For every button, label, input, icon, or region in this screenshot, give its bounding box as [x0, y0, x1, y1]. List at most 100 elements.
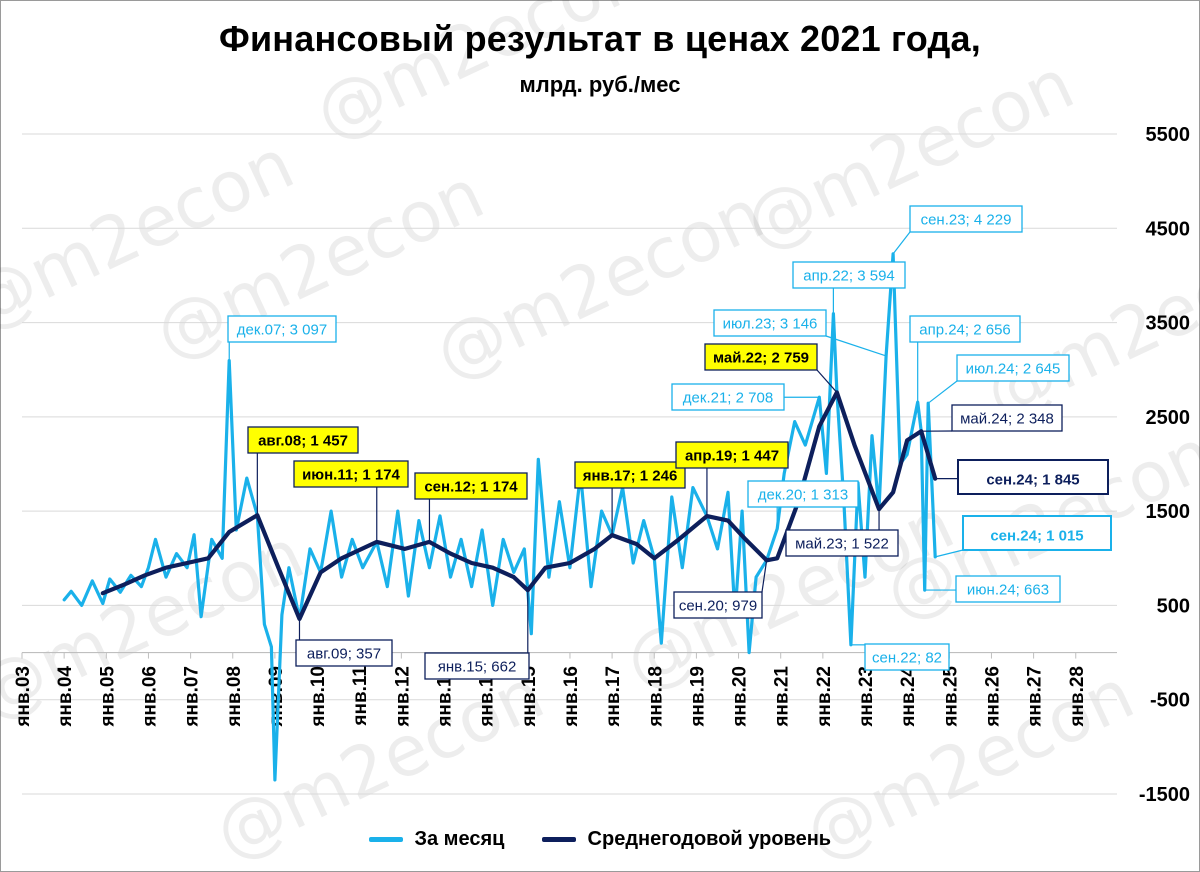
legend-label-average: Среднегодовой уровень [587, 828, 832, 851]
annotation-box [747, 480, 859, 508]
annotation-label: янв.15; 662 [438, 658, 517, 675]
x-tick-label: янв.24 [898, 666, 919, 728]
chart-title: Финансовый результат в ценах 2021 года, [219, 18, 981, 59]
annotation-box [864, 643, 950, 671]
annotation-box [955, 575, 1061, 603]
annotation-box [293, 460, 409, 488]
x-tick-label: янв.13 [435, 666, 456, 728]
annotation-leader [892, 231, 911, 255]
x-tick-label: янв.19 [687, 666, 708, 728]
annotation-box [414, 472, 528, 500]
x-tick-label: янв.12 [392, 666, 413, 728]
x-tick-label: янв.21 [772, 666, 793, 728]
annotation-box [909, 315, 1021, 343]
annotation-label: май.23; 1 522 [795, 535, 889, 552]
annotation-box [704, 343, 818, 371]
x-tick-label: янв.06 [139, 666, 160, 728]
legend: За месяц Среднегодовой уровень [0, 828, 1200, 851]
watermark-text: @m2econ [733, 43, 1086, 266]
annotation-leader [927, 380, 958, 404]
x-tick-label: янв.14 [477, 666, 498, 728]
annotation-label: июл.24; 2 645 [966, 360, 1061, 377]
chart-subtitle: млрд. руб./мес [519, 72, 681, 97]
annotation-box [957, 459, 1109, 495]
x-tick-label: янв.04 [55, 666, 76, 728]
annotation-box [424, 652, 530, 680]
annotation-label: апр.22; 3 594 [803, 267, 895, 284]
x-tick-label: янв.28 [1067, 666, 1088, 728]
annotation-label: сен.22; 82 [872, 649, 942, 666]
annotation-box [956, 354, 1070, 382]
annotation-box [295, 639, 393, 667]
legend-item-monthly: За месяц [368, 828, 505, 851]
x-tick-label: янв.03 [13, 666, 34, 728]
y-tick-label: 4500 [1146, 218, 1191, 240]
annotation-layer: дек.07; 3 097 авг.08; 1 457 авг.09; 357 июн… [227, 205, 1112, 680]
annotation-box [785, 529, 899, 557]
annotation-box [951, 404, 1063, 432]
y-tick-label: 500 [1157, 595, 1190, 617]
annotation-leader [816, 369, 838, 393]
x-tick-label: янв.05 [97, 666, 118, 728]
x-tick-label: янв.23 [856, 666, 877, 728]
legend-swatch-average [541, 837, 576, 843]
annotation-leader [825, 335, 887, 357]
x-tick-label: янв.07 [182, 666, 203, 728]
x-tick-label: янв.10 [308, 666, 329, 728]
x-tick-label: янв.26 [982, 666, 1003, 728]
annotation-label: май.22; 2 759 [713, 349, 809, 366]
annotation-label: июн.11; 1 174 [302, 466, 400, 483]
x-tick-label: янв.22 [814, 666, 835, 728]
annotation-label: авг.09; 357 [307, 645, 381, 662]
annotation-box [962, 515, 1112, 551]
x-tick-label: янв.17 [603, 666, 624, 728]
annotation-box [675, 441, 789, 469]
annotation-leader [761, 560, 768, 593]
y-tick-label: 1500 [1146, 501, 1191, 523]
annotation-box [574, 461, 686, 489]
x-tick-label: янв.18 [645, 666, 666, 728]
annotation-label: апр.19; 1 447 [685, 447, 779, 464]
legend-label-monthly: За месяц [414, 828, 505, 851]
annotation-leader [935, 549, 964, 558]
annotation-label: сен.20; 979 [679, 597, 757, 614]
x-tick-label: янв.25 [940, 666, 961, 728]
annotation-box [909, 205, 1023, 233]
annotation-label: авг.08; 1 457 [258, 432, 348, 449]
y-tick-label: 2500 [1146, 407, 1191, 429]
y-axis-ticks: 5500 4500 3500 2500 1500 500 -500 -1500 [1139, 124, 1190, 806]
series-line-average [100, 390, 938, 622]
annotation-label: сен.23; 4 229 [921, 211, 1012, 228]
annotation-label: дек.20; 1 313 [758, 486, 848, 503]
annotation-box [671, 383, 785, 411]
annotation-label: сен.24; 1 845 [986, 472, 1079, 489]
watermark-text: @m2econ [303, 0, 656, 155]
y-tick-label: -500 [1150, 690, 1190, 712]
legend-item-average: Среднегодовой уровень [541, 828, 832, 851]
annotation-label: июл.23; 3 146 [723, 315, 818, 332]
y-tick-label: 5500 [1146, 124, 1191, 146]
annotation-label: дек.07; 3 097 [237, 321, 327, 338]
y-tick-label: 3500 [1146, 313, 1191, 335]
annotation-box [792, 261, 906, 289]
x-tick-label: янв.16 [561, 666, 582, 728]
annotation-label: апр.24; 2 656 [919, 321, 1011, 338]
x-tick-label: янв.11 [350, 666, 371, 727]
x-tick-label: янв.08 [224, 666, 245, 728]
annotation-label: сен.12; 1 174 [424, 478, 518, 495]
x-tick-label: янв.15 [519, 666, 540, 728]
annotation-box [227, 315, 337, 343]
annotation-label: май.24; 2 348 [960, 410, 1054, 427]
annotation-label: сен.24; 1 015 [990, 528, 1083, 545]
x-tick-label: янв.20 [730, 666, 751, 728]
annotation-box [713, 309, 827, 337]
x-tick-label: янв.27 [1025, 666, 1046, 728]
annotation-label: дек.21; 2 708 [683, 389, 773, 406]
x-axis-ticks: янв.03 янв.04 янв.05 янв.06 янв.07 янв.08 янв.… [13, 666, 1088, 728]
annotation-label: июн.24; 663 [967, 581, 1049, 598]
annotation-label: янв.17; 1 246 [583, 467, 678, 484]
y-tick-label: -1500 [1139, 784, 1190, 806]
